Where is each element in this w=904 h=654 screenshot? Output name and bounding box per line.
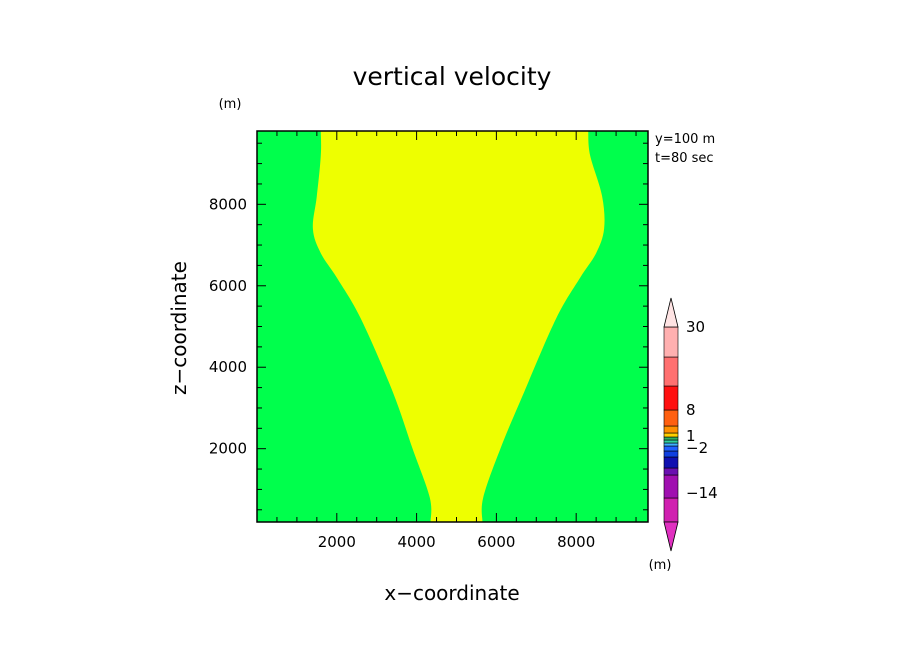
x-tick-label: 8000 [557, 533, 595, 551]
colorbar-segment [663, 456, 679, 469]
colorbar-segment [663, 409, 679, 427]
colorbar-unit: (m) [649, 558, 672, 573]
colorbar-segment [663, 445, 679, 452]
y-unit-label: (m) [219, 97, 242, 112]
colorbar-segment [663, 436, 679, 441]
y-tick-label: 2000 [209, 440, 247, 458]
colorbar-segment [663, 439, 679, 444]
colorbar-segment [663, 474, 679, 499]
yellow-region [312, 131, 605, 522]
colorbar-segment [663, 497, 679, 523]
y-axis-label: z−coordinate [167, 261, 191, 395]
colorbar-segment [663, 385, 679, 411]
colorbar-tick-label: 1 [686, 427, 696, 445]
colorbar-bottom-arrow [663, 521, 679, 552]
chart-title: vertical velocity [353, 62, 552, 91]
colorbar-tick-label: −14 [686, 484, 718, 502]
annotation-y: y=100 m [655, 132, 715, 147]
x-ticks: 2000 4000 6000 8000 [256, 131, 637, 551]
x-tick-label: 6000 [477, 533, 515, 551]
x-tick-label: 4000 [397, 533, 435, 551]
colorbar: 30 8 1−2 −14 [663, 297, 718, 552]
colorbar-segment [663, 326, 679, 358]
plot-area: 2000 4000 6000 8000 2000 4000 6000 8000 [209, 130, 649, 551]
x-tick-label: 2000 [318, 533, 356, 551]
colorbar-segment [663, 425, 679, 434]
colorbar-tick-label: 8 [686, 401, 696, 419]
colorbar-segment [663, 356, 679, 387]
colorbar-top-arrow [663, 297, 679, 328]
y-tick-label: 4000 [209, 358, 247, 376]
colorbar-segment [663, 432, 679, 438]
annotation-t: t=80 sec [655, 151, 714, 166]
x-axis-label: x−coordinate [384, 581, 519, 605]
y-tick-label: 8000 [209, 195, 247, 213]
y-ticks: 2000 4000 6000 8000 [209, 142, 648, 511]
colorbar-tick-label: −2 [686, 439, 708, 457]
y-tick-label: 6000 [209, 277, 247, 295]
colorbar-segment [663, 467, 679, 476]
colorbar-segment [663, 442, 679, 447]
colorbar-tick-label: 30 [686, 318, 705, 336]
colorbar-segment [663, 450, 679, 458]
